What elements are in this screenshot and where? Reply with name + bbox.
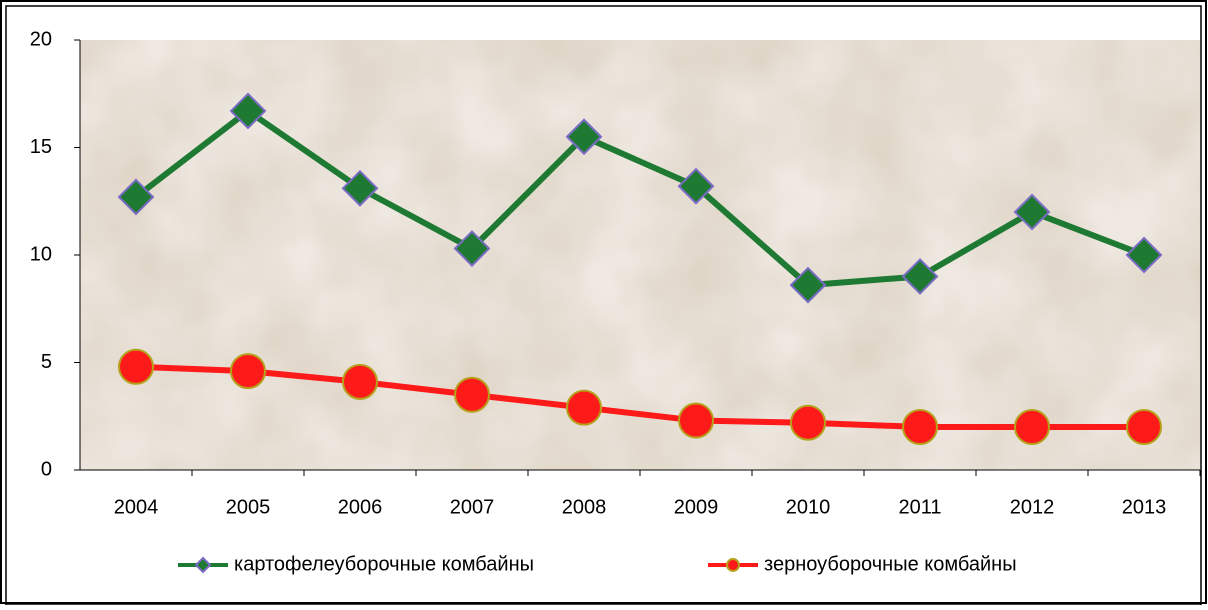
- x-tick-label: 2013: [1122, 496, 1167, 518]
- x-tick-label: 2008: [562, 496, 607, 518]
- x-tick-label: 2009: [674, 496, 719, 518]
- marker: [119, 350, 153, 384]
- marker: [343, 365, 377, 399]
- legend-label: зерноуборочные комбайны: [764, 553, 1017, 575]
- y-tick-label: 0: [41, 458, 52, 480]
- y-tick-label: 5: [41, 351, 52, 373]
- legend-label: картофелеуборочные комбайны: [234, 553, 534, 575]
- y-tick-label: 10: [30, 243, 52, 265]
- chart: 0 5 10 15 20 2004 2005 2006 2007 2008 2009 2010 2011…: [0, 0, 1208, 605]
- x-tick-label: 2010: [786, 496, 831, 518]
- y-tick-label: 20: [30, 28, 52, 50]
- x-tick-label: 2011: [898, 496, 941, 518]
- legend-marker: [196, 558, 210, 572]
- marker: [903, 410, 937, 444]
- marker: [1127, 410, 1161, 444]
- marker: [567, 391, 601, 425]
- x-tick-label: 2007: [450, 496, 495, 518]
- marker: [679, 404, 713, 438]
- x-tick-label: 2012: [1010, 496, 1055, 518]
- x-tick-label: 2004: [114, 496, 159, 518]
- marker: [455, 378, 489, 412]
- marker: [1015, 410, 1049, 444]
- marker: [791, 406, 825, 440]
- legend-marker: [727, 559, 739, 571]
- marker: [231, 354, 265, 388]
- y-tick-label: 15: [30, 136, 52, 158]
- x-tick-label: 2006: [338, 496, 383, 518]
- x-tick-label: 2005: [226, 496, 271, 518]
